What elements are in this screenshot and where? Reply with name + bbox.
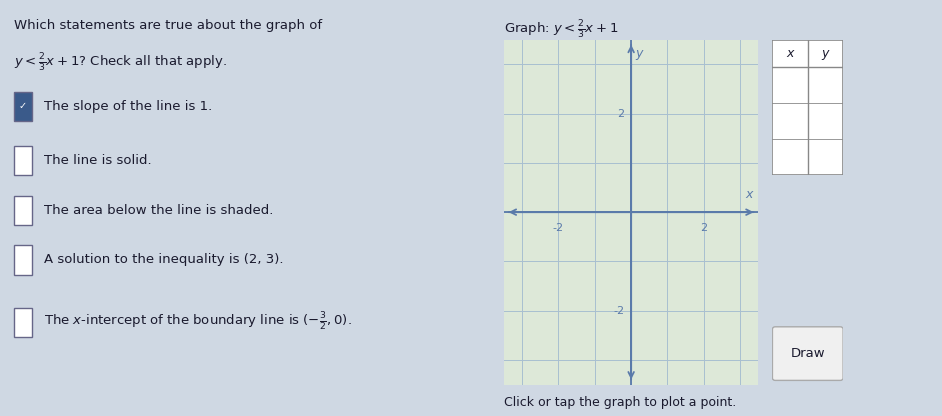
Bar [14,245,32,275]
Text: -2: -2 [613,306,625,316]
Text: ✓: ✓ [19,101,27,111]
Text: 2: 2 [617,109,625,119]
Text: -2: -2 [553,223,564,233]
Text: y: y [636,47,642,60]
Text: y: y [821,47,829,59]
Text: The $x$-intercept of the boundary line is $(-\frac{3}{2}, 0)$.: The $x$-intercept of the boundary line i… [43,311,351,334]
Text: Draw: Draw [790,347,825,360]
Text: Which statements are true about the graph of: Which statements are true about the grap… [14,19,322,32]
Bar [14,196,32,225]
Text: $y < \frac{2}{3}x+1$? Check all that apply.: $y < \frac{2}{3}x+1$? Check all that app… [14,52,227,74]
Text: The slope of the line is 1.: The slope of the line is 1. [43,99,212,113]
Bar [14,146,32,175]
Bar [14,92,32,121]
Text: Click or tap the graph to plot a point.: Click or tap the graph to plot a point. [504,396,737,409]
Text: x: x [787,47,794,59]
FancyBboxPatch shape [772,327,843,380]
Text: x: x [745,188,753,201]
Text: 2: 2 [700,223,707,233]
Bar [14,308,32,337]
Text: The area below the line is shaded.: The area below the line is shaded. [43,203,273,217]
Text: Graph: $y < \frac{2}{3}x + 1$: Graph: $y < \frac{2}{3}x + 1$ [504,19,618,41]
Text: A solution to the inequality is (2, 3).: A solution to the inequality is (2, 3). [43,253,284,267]
Text: The line is solid.: The line is solid. [43,154,152,167]
